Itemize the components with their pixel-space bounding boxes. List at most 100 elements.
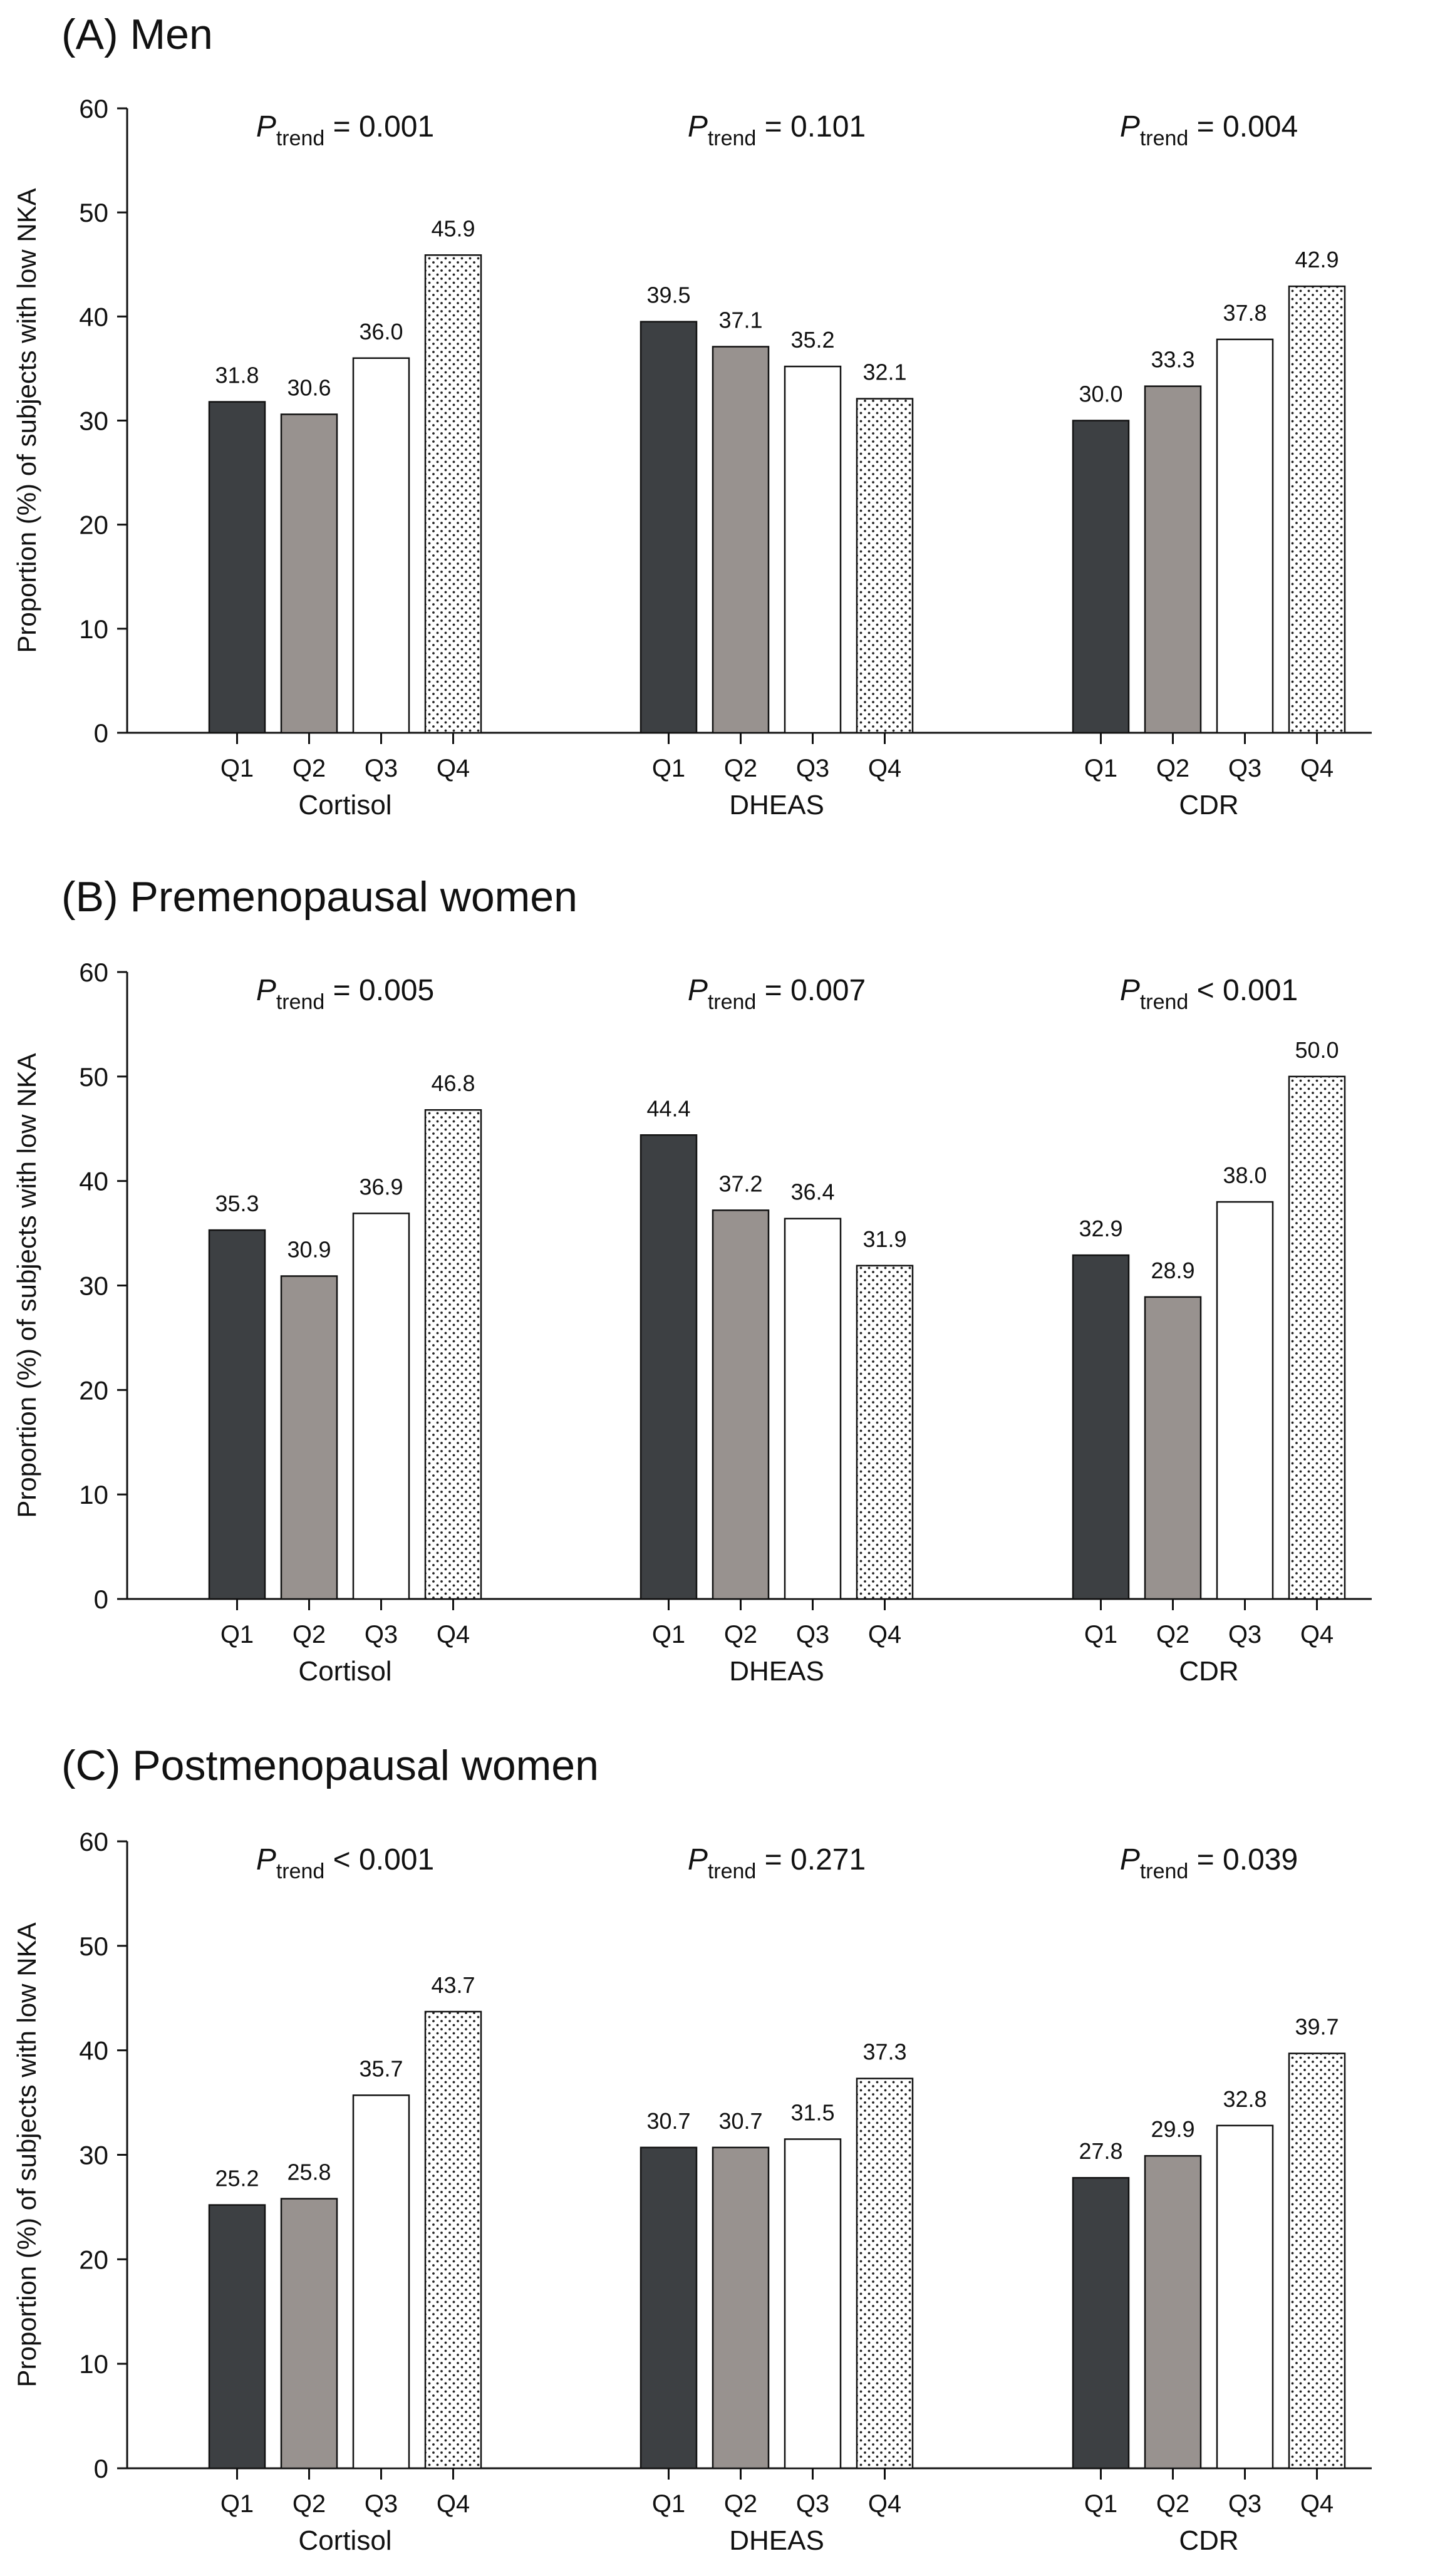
y-tick-label: 0 <box>94 718 108 748</box>
p-symbol: P <box>1120 974 1140 1007</box>
x-category-label: Q2 <box>1156 755 1189 782</box>
data-label: 33.3 <box>1151 347 1194 373</box>
x-category-label: Q2 <box>724 755 757 782</box>
data-label: 30.7 <box>718 2108 762 2134</box>
p-trend-label: Ptrend = 0.271 <box>688 1843 866 1883</box>
bar-cortisol-q2 <box>280 1275 338 1600</box>
p-trend-label: Ptrend = 0.101 <box>688 110 866 150</box>
x-category-label: Q2 <box>293 1621 326 1648</box>
bar-cdr-q1 <box>1072 420 1130 734</box>
group-label: DHEAS <box>729 790 824 820</box>
y-tick-label: 0 <box>94 2454 108 2483</box>
data-label: 32.1 <box>862 360 906 385</box>
bar-dheas-q2 <box>712 346 770 734</box>
x-category-label: Q3 <box>796 1621 829 1648</box>
data-label: 46.8 <box>431 1070 475 1096</box>
p-subscript: trend <box>708 990 757 1014</box>
data-label: 29.9 <box>1151 2116 1194 2142</box>
bar-cdr-q2 <box>1144 1296 1202 1600</box>
p-value: = 0.005 <box>324 974 434 1007</box>
bar-dheas-q4 <box>856 398 914 734</box>
bar-dheas-q1 <box>640 321 698 734</box>
x-category-label: Q2 <box>1156 2490 1189 2518</box>
bar-dheas-q3 <box>784 1218 842 1600</box>
p-symbol: P <box>256 110 276 143</box>
data-label: 31.8 <box>215 363 259 388</box>
bar-dheas-q2 <box>712 2146 770 2470</box>
x-category-label: Q2 <box>724 1621 757 1648</box>
p-symbol: P <box>256 974 276 1007</box>
p-symbol: P <box>256 1843 276 1876</box>
p-symbol: P <box>688 110 708 143</box>
y-tick-label: 50 <box>79 1932 108 1961</box>
bar-cdr-q3 <box>1216 2124 1274 2470</box>
y-tick-label: 50 <box>79 1062 108 1092</box>
data-label: 30.6 <box>287 375 331 401</box>
p-symbol: P <box>688 1843 708 1876</box>
x-category-label: Q3 <box>1228 755 1261 782</box>
data-label: 35.3 <box>215 1191 259 1216</box>
y-tick-label: 60 <box>79 958 108 987</box>
p-trend-label: Ptrend = 0.005 <box>256 974 434 1014</box>
data-label: 37.3 <box>862 2039 906 2065</box>
p-symbol: P <box>1120 110 1140 143</box>
panel-title: (A) Men <box>61 11 213 58</box>
x-category-label: Q1 <box>652 755 685 782</box>
data-label: 37.1 <box>718 308 762 333</box>
bar-cdr-q1 <box>1072 1254 1130 1600</box>
chart-panel-1: (A) Men Proportion (%) of subjects with l… <box>12 11 1372 820</box>
bar-cortisol-q2 <box>280 2198 338 2470</box>
x-category-label: Q1 <box>220 2490 254 2518</box>
x-category-label: Q4 <box>868 755 901 782</box>
p-symbol: P <box>1120 1843 1140 1876</box>
y-tick-label: 20 <box>79 2245 108 2274</box>
panel-title: (C) Postmenopausal women <box>61 1742 599 1789</box>
y-tick-label: 10 <box>79 614 108 644</box>
x-category-label: Q2 <box>293 755 326 782</box>
x-category-label: Q4 <box>868 1621 901 1648</box>
p-value: < 0.001 <box>324 1843 434 1876</box>
y-tick-label: 50 <box>79 198 108 227</box>
panel-title: (B) Premenopausal women <box>61 873 578 921</box>
y-tick-label: 30 <box>79 2141 108 2170</box>
data-label: 35.2 <box>790 327 834 353</box>
p-subscript: trend <box>708 127 757 150</box>
y-tick-label: 40 <box>79 1167 108 1196</box>
bar-cortisol-q3 <box>352 357 410 734</box>
data-label: 32.8 <box>1223 2086 1266 2112</box>
y-tick-label: 20 <box>79 510 108 540</box>
p-value: = 0.039 <box>1188 1843 1298 1876</box>
p-value: = 0.271 <box>756 1843 866 1876</box>
data-label: 31.5 <box>790 2099 834 2125</box>
data-label: 38.0 <box>1223 1162 1266 1188</box>
y-axis-label: Proportion (%) of subjects with low NKA <box>12 188 41 653</box>
bar-cortisol-q1 <box>208 401 266 734</box>
y-tick-label: 40 <box>79 2036 108 2066</box>
bar-cdr-q3 <box>1216 1201 1274 1600</box>
y-axis-label: Proportion (%) of subjects with low NKA <box>12 1053 41 1518</box>
x-category-label: Q3 <box>365 755 398 782</box>
data-label: 39.7 <box>1295 2014 1339 2040</box>
p-subscript: trend <box>1140 1860 1189 1883</box>
data-label: 28.9 <box>1151 1258 1194 1283</box>
p-trend-label: Ptrend = 0.039 <box>1120 1843 1298 1883</box>
p-value: = 0.101 <box>756 110 866 143</box>
data-label: 30.7 <box>646 2108 690 2134</box>
group-label: DHEAS <box>729 1656 824 1687</box>
x-category-label: Q1 <box>652 2490 685 2518</box>
chart-panel-2: (B) Premenopausal women Proportion (%) of… <box>12 873 1372 1687</box>
data-label: 37.8 <box>1223 300 1266 326</box>
data-label: 35.7 <box>359 2056 403 2081</box>
y-tick-label: 20 <box>79 1375 108 1405</box>
data-label: 45.9 <box>431 215 475 241</box>
y-tick-label: 10 <box>79 2349 108 2379</box>
group-label: Cortisol <box>298 2525 391 2556</box>
x-category-label: Q4 <box>437 2490 470 2518</box>
x-category-label: Q4 <box>868 2490 901 2518</box>
bar-cortisol-q1 <box>208 2204 266 2470</box>
p-subscript: trend <box>276 990 325 1014</box>
x-category-label: Q4 <box>1300 755 1334 782</box>
data-label: 36.0 <box>359 319 403 344</box>
group-label: Cortisol <box>298 1656 391 1687</box>
